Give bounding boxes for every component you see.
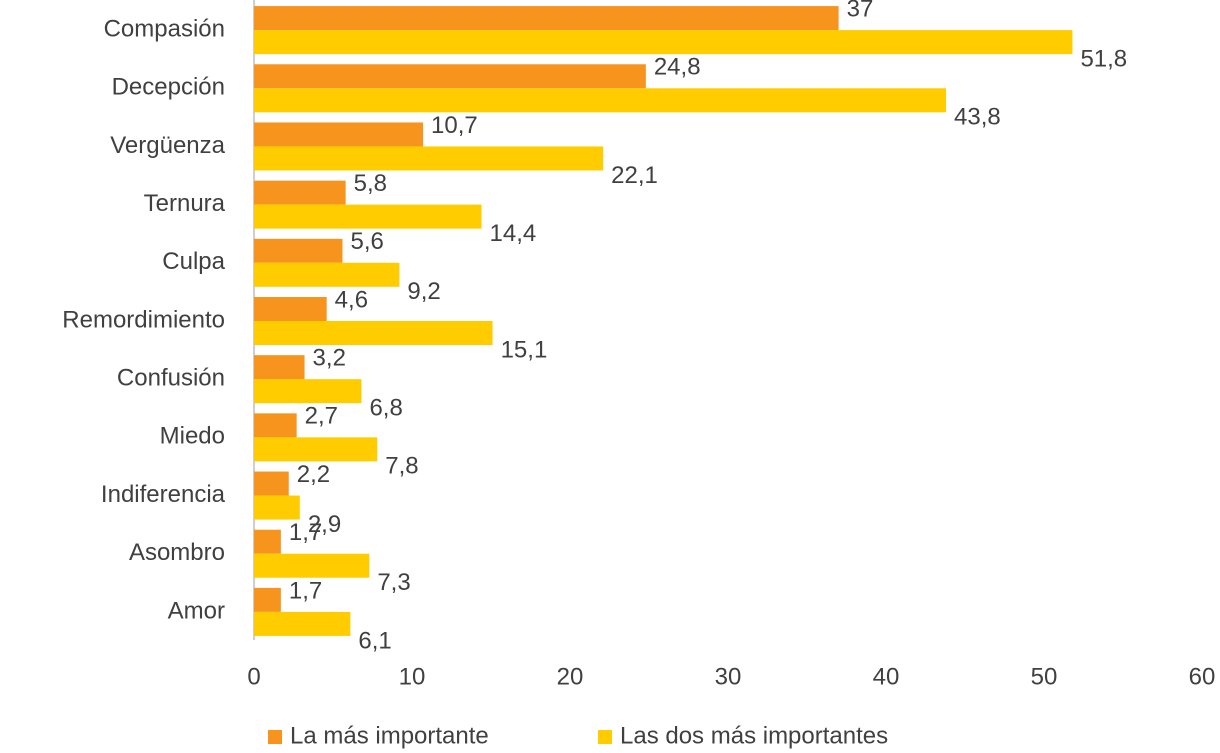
x-tick-label: 40 bbox=[873, 663, 900, 690]
category-label: Indiferencia bbox=[101, 481, 226, 508]
bar bbox=[254, 471, 289, 496]
value-label: 7,3 bbox=[377, 569, 410, 596]
category-label: Culpa bbox=[162, 248, 225, 275]
legend-swatch bbox=[598, 730, 612, 744]
bar bbox=[254, 6, 839, 31]
legend-label: La más importante bbox=[290, 722, 489, 749]
category-label: Vergüenza bbox=[110, 132, 225, 159]
bar bbox=[254, 204, 482, 229]
category-label: Amor bbox=[168, 597, 225, 624]
value-label: 43,8 bbox=[954, 104, 1001, 131]
bar bbox=[254, 30, 1073, 55]
value-label: 1,7 bbox=[289, 577, 322, 604]
bar bbox=[254, 611, 351, 636]
value-label: 5,6 bbox=[350, 228, 383, 255]
value-label: 22,1 bbox=[611, 162, 658, 189]
value-label: 3,2 bbox=[313, 345, 346, 372]
value-label: 2,9 bbox=[308, 511, 341, 538]
bar bbox=[254, 122, 424, 147]
value-label: 51,8 bbox=[1080, 45, 1127, 72]
x-tick-label: 60 bbox=[1189, 663, 1216, 690]
category-label: Asombro bbox=[129, 539, 225, 566]
bar bbox=[254, 180, 346, 205]
x-tick-label: 50 bbox=[1031, 663, 1058, 690]
value-label: 6,8 bbox=[369, 395, 402, 422]
bar bbox=[254, 495, 300, 520]
value-label: 7,8 bbox=[385, 453, 418, 480]
bar bbox=[254, 413, 297, 438]
value-label: 10,7 bbox=[431, 112, 478, 139]
value-label: 6,1 bbox=[358, 627, 391, 654]
value-label: 2,7 bbox=[305, 403, 338, 430]
category-label: Compasión bbox=[104, 15, 225, 42]
bar bbox=[254, 355, 305, 380]
value-label: 9,2 bbox=[407, 278, 440, 305]
category-label: Remordimiento bbox=[62, 306, 225, 333]
bar bbox=[254, 553, 370, 578]
bar bbox=[254, 529, 281, 554]
value-label: 4,6 bbox=[335, 286, 368, 313]
bar bbox=[254, 64, 646, 89]
bar bbox=[254, 238, 343, 263]
value-label: 15,1 bbox=[501, 336, 548, 363]
bar bbox=[254, 437, 378, 462]
bar bbox=[254, 88, 947, 113]
bar bbox=[254, 146, 604, 171]
bar bbox=[254, 379, 362, 404]
x-tick-label: 0 bbox=[247, 663, 260, 690]
value-label: 1,7 bbox=[289, 519, 322, 546]
value-label: 5,8 bbox=[354, 170, 387, 197]
category-label: Ternura bbox=[144, 190, 226, 217]
value-label: 24,8 bbox=[654, 54, 701, 81]
legend-swatch bbox=[268, 730, 282, 744]
category-label: Decepción bbox=[112, 74, 225, 101]
bar bbox=[254, 297, 327, 321]
x-tick-label: 10 bbox=[399, 663, 426, 690]
value-label: 14,4 bbox=[490, 220, 537, 247]
x-tick-label: 30 bbox=[715, 663, 742, 690]
category-label: Confusión bbox=[117, 365, 225, 392]
value-label: 2,2 bbox=[297, 461, 330, 488]
bar bbox=[254, 262, 400, 287]
value-label: 37 bbox=[847, 0, 874, 22]
bar bbox=[254, 587, 281, 612]
x-tick-label: 20 bbox=[557, 663, 584, 690]
bar bbox=[254, 321, 493, 345]
category-label: Miedo bbox=[160, 423, 225, 450]
legend-label: Las dos más importantes bbox=[620, 722, 888, 749]
